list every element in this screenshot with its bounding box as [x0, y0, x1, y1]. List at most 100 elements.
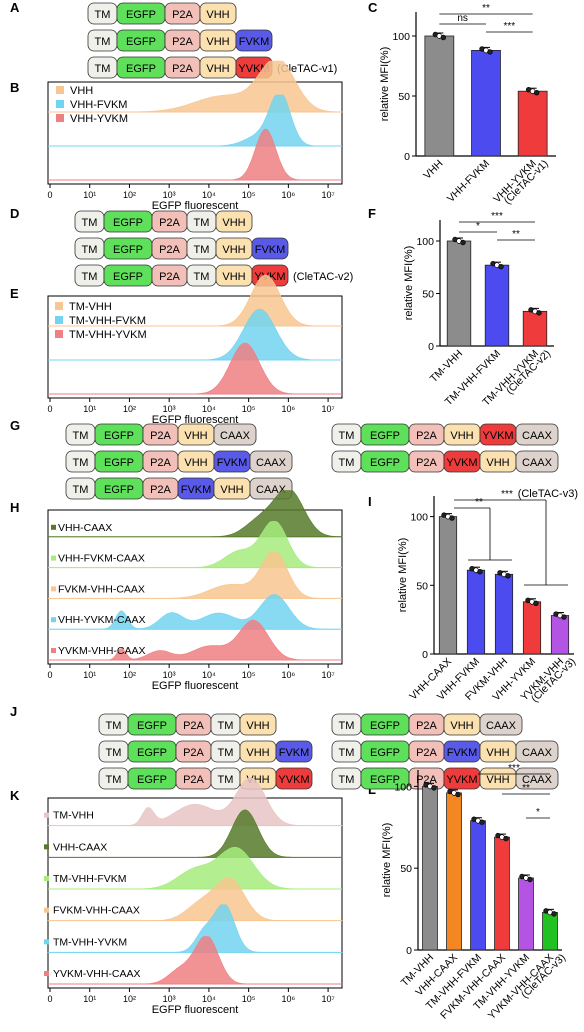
domain-label: CAAX: [486, 720, 517, 732]
x-tick-label: 10⁴: [202, 190, 216, 200]
legend-label: YVKM-VHH-CAAX: [53, 968, 141, 980]
legend-label: FVKM-VHH-CAAX: [58, 583, 145, 595]
significance-label: ***: [491, 211, 503, 222]
legend-swatch: [55, 330, 63, 338]
domain-label: TM: [73, 484, 89, 496]
histogram-tm-vhh: [47, 777, 343, 826]
domain-fvkm: [251, 237, 289, 260]
legend-swatch: [55, 316, 63, 324]
domain-label: TM: [106, 774, 122, 786]
bar-fvkm-vhh: [494, 573, 514, 655]
legend-swatch: [51, 648, 56, 653]
domain-label: CAAX: [256, 457, 287, 469]
legend-swatch: [51, 524, 56, 530]
domain-label: P2A: [150, 457, 171, 469]
domain-label: TM: [95, 36, 111, 48]
x-tick-label: 10¹: [83, 994, 96, 1004]
panel-letter-l: L: [368, 782, 376, 797]
histogram-tm-vhh-fvkm: [48, 308, 342, 361]
domain-label: EGFP: [126, 36, 156, 48]
legend-label: VHH-CAAX: [53, 841, 107, 853]
domain-label: VHH: [184, 430, 207, 442]
bar-vhh-yvkm: [517, 90, 548, 157]
domain-label: VHH: [206, 9, 229, 21]
category-label: VHH: [421, 158, 445, 182]
plot-frame: [47, 295, 343, 399]
domain-label: CAAX: [522, 457, 553, 469]
data-point: [503, 835, 509, 842]
x-tick-label: 10³: [163, 670, 176, 680]
legend-swatch: [44, 812, 49, 818]
legend-label: VHH-CAAX: [58, 522, 112, 534]
y-tick-label: 0: [406, 945, 412, 957]
y-tick-label: 100: [410, 512, 428, 524]
domain-label: YVKM: [482, 430, 513, 442]
histogram-fvkm-vhh-caax: [48, 551, 342, 599]
x-tick-label: 0: [47, 994, 52, 1004]
domain-label: EGFP: [137, 774, 167, 786]
domain-label: TM: [73, 457, 89, 469]
y-tick-label: 100: [392, 31, 410, 43]
domain-label: EGFP: [370, 430, 400, 442]
histogram-tm-vhh-yvkm: [48, 342, 342, 395]
domain-yvkm: [275, 767, 313, 790]
x-tick-label: 10⁴: [202, 994, 216, 1004]
domain-caax: [213, 423, 257, 446]
histogram-vhh-caax: [47, 809, 343, 858]
bar-tm-vhh: [446, 240, 472, 347]
panel-letter-f: F: [368, 206, 376, 221]
data-point: [487, 49, 493, 55]
data-point: [533, 89, 540, 96]
significance-label: ***: [501, 489, 513, 500]
data-point: [431, 785, 437, 791]
domain-caax: [515, 740, 559, 763]
domain-label: EGFP: [370, 774, 400, 786]
domain-fvkm: [235, 29, 273, 52]
legend-swatch: [56, 114, 64, 122]
legend-label: VHH-FVKM: [70, 99, 127, 111]
data-point: [455, 791, 461, 798]
significance-label: **: [475, 497, 483, 508]
domain-vhh: [199, 2, 237, 25]
significance-label: **: [482, 3, 490, 14]
x-tick-label: 10⁴: [202, 670, 216, 680]
domain-label: TM: [339, 774, 355, 786]
domain-label: VHH: [486, 774, 509, 786]
domain-label: P2A: [416, 747, 437, 759]
domain-caax: [249, 450, 293, 473]
y-axis-label: relative MFI(%): [397, 538, 409, 613]
significance-label: ***: [503, 21, 515, 32]
y-tick-label: 0: [428, 341, 434, 353]
domain-label: TM: [82, 244, 98, 256]
construct-G-right-2: TM EGFP P2A YVKM VHH CAAX: [331, 450, 559, 473]
domain-label: FVKM: [217, 457, 248, 469]
domain-label: EGFP: [137, 720, 167, 732]
significance-label: **: [512, 229, 520, 240]
domain-label: P2A: [150, 484, 171, 496]
legend-swatch: [44, 907, 49, 913]
legend-swatch: [44, 971, 49, 976]
domain-label: P2A: [150, 430, 171, 442]
legend-label: TM-VHH-FVKM: [53, 873, 127, 885]
plot-frame: [47, 81, 343, 185]
domain-label: EGFP: [104, 457, 134, 469]
domain-caax: [515, 767, 559, 790]
domain-label: VHH: [450, 430, 473, 442]
legend-swatch: [55, 302, 63, 310]
histogram-tm-vhh-fvkm: [48, 847, 342, 890]
domain-caax: [515, 450, 559, 473]
panel-letter-g: G: [10, 418, 20, 433]
domain-label: EGFP: [104, 430, 134, 442]
x-axis-label: EGFP fluorescent: [152, 1004, 239, 1016]
category-label: TM-VHH: [428, 348, 465, 385]
flow-panel-b: 0 10¹ 10² 10³ 10⁴ 10⁵ 10⁶ 10⁷ EGFP fluorescent VH…: [47, 60, 343, 212]
domain-label: VHH: [222, 244, 245, 256]
x-tick-label: 10⁵: [242, 190, 256, 200]
construct-J-left-3: TM EGFP P2A TM VHH YVKM: [98, 767, 313, 790]
domain-label: VHH: [220, 484, 243, 496]
legend-label: YVKM-VHH-CAAX: [58, 645, 146, 657]
x-tick-label: 10²: [123, 190, 136, 200]
x-tick-label: 10¹: [83, 190, 96, 200]
x-tick-label: 10³: [163, 994, 176, 1004]
